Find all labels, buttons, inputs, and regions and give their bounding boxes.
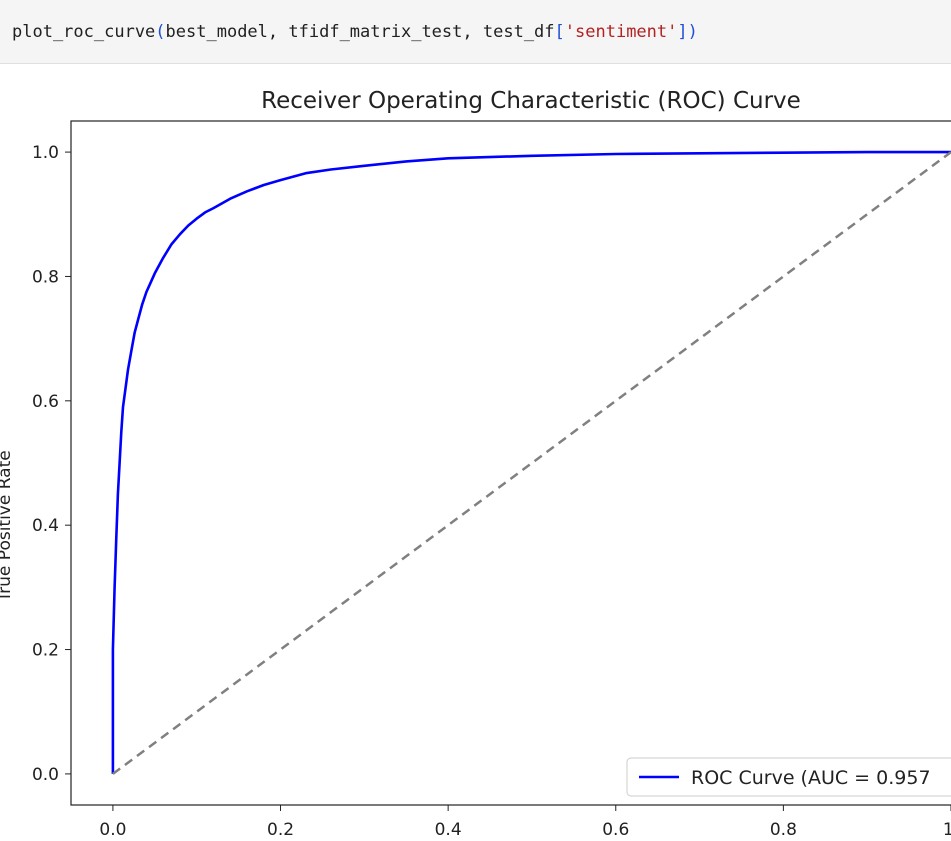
code-cell[interactable]: plot_roc_curve(best_model, tfidf_matrix_… xyxy=(0,0,951,64)
y-tick-label: 0.2 xyxy=(32,641,59,661)
code-separator: , xyxy=(462,22,482,42)
chart-title: Receiver Operating Characteristic (ROC) … xyxy=(261,88,801,114)
code-open-bracket: [ xyxy=(555,22,565,42)
plot-frame xyxy=(71,121,951,805)
y-tick-label: 1.0 xyxy=(32,143,59,163)
code-line[interactable]: plot_roc_curve(best_model, tfidf_matrix_… xyxy=(12,21,698,43)
code-arg-matrix: tfidf_matrix_test xyxy=(288,22,462,42)
code-close-bracket: ] xyxy=(677,22,687,42)
plot-layer: 0.0 0.2 0.4 0.6 0.8 1. 0.0 0.2 0.4 0.6 0.8 1.0 ROC C… xyxy=(32,121,951,840)
code-arg-dataframe: test_df xyxy=(483,22,555,42)
legend-label: ROC Curve (AUC = 0.957 xyxy=(691,767,931,789)
x-tick-label: 0.2 xyxy=(267,820,294,840)
x-tick-label: 0.4 xyxy=(435,820,462,840)
x-tick-label: 0.0 xyxy=(99,820,126,840)
y-axis-label: True Positive Rate xyxy=(0,450,15,602)
cell-output: 0.0 0.2 0.4 0.6 0.8 1. 0.0 0.2 0.4 0.6 0.8 1.0 ROC C… xyxy=(0,64,951,841)
y-tick-label: 0.4 xyxy=(32,516,59,536)
y-tick-label: 0.8 xyxy=(32,267,59,287)
roc-chart: 0.0 0.2 0.4 0.6 0.8 1. 0.0 0.2 0.4 0.6 0.8 1.0 ROC C… xyxy=(0,64,951,841)
code-string-literal: 'sentiment' xyxy=(565,22,678,42)
code-separator: , xyxy=(268,22,288,42)
x-tick-label: 0.6 xyxy=(602,820,629,840)
y-tick-label: 0.0 xyxy=(32,765,59,785)
code-function-name: plot_roc_curve xyxy=(12,22,155,42)
code-close-paren: ) xyxy=(688,22,698,42)
x-tick-label: 0.8 xyxy=(770,820,797,840)
code-open-paren: ( xyxy=(155,22,165,42)
x-tick-label: 1. xyxy=(943,820,951,840)
y-tick-label: 0.6 xyxy=(32,392,59,412)
code-arg-model: best_model xyxy=(166,22,268,42)
diagonal-reference-line xyxy=(113,152,951,774)
